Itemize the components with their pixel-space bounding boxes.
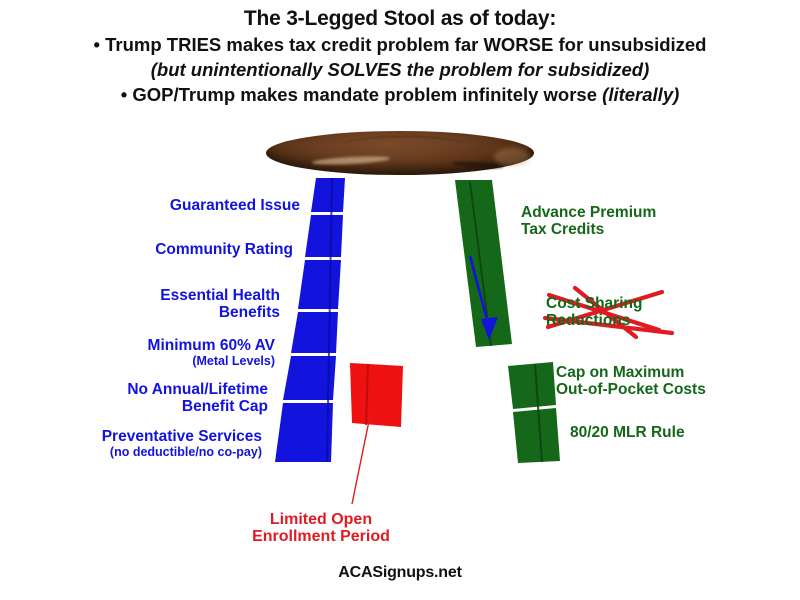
- blue-leg-segment-2: [305, 215, 343, 257]
- blue-label-community-rating: Community Rating: [0, 241, 293, 258]
- green-leg-upper-crease: [469, 181, 492, 347]
- red-leg-stub-crease: [365, 363, 369, 426]
- blue-label-preventative-services: Preventative Services (no deductible/no …: [0, 428, 262, 460]
- red-leg-stub: [350, 363, 403, 505]
- blue-label-preventative-services-text: Preventative Services: [101, 428, 262, 445]
- blue-leg-crease: [326, 177, 333, 463]
- green-label-cap-on-maximum-oop-line1: Cap on Maximum: [556, 364, 685, 381]
- green-leg-upper: [455, 180, 512, 347]
- green-leg-upper-body: [455, 180, 512, 347]
- blue-label-guaranteed-issue: Guaranteed Issue: [0, 197, 300, 214]
- blue-leg-segment-3: [298, 260, 341, 309]
- green-label-cap-on-maximum-oop: Cap on Maximum Out-of-Pocket Costs: [556, 364, 706, 398]
- header-bullet-2-text: • GOP/Trump makes mandate problem infini…: [120, 84, 603, 105]
- stool-seat-highlight: [311, 154, 391, 167]
- blue-label-essential-health-benefits-line2: Benefits: [218, 304, 280, 321]
- green-leg-lower-segment-1: [508, 362, 556, 409]
- green-leg-lower-crease: [534, 363, 543, 463]
- stool-seat-grain: [344, 136, 464, 153]
- green-label-mlr-rule: 80/20 MLR Rule: [570, 424, 685, 441]
- green-label-cost-sharing-reductions: Cost Sharing Reductions: [546, 295, 642, 329]
- blue-leg: [275, 177, 345, 463]
- red-label-limited-open-enrollment-line2: Enrollment Period: [252, 528, 390, 545]
- stool-seat-edge-glow: [494, 148, 530, 166]
- blue-label-guaranteed-issue-text: Guaranteed Issue: [169, 197, 300, 214]
- green-leg-lower-fragment: [508, 362, 560, 463]
- green-label-cost-sharing-reductions-line2: Reductions: [546, 312, 631, 329]
- blue-label-preventative-services-sub: (no deductible/no co-pay): [109, 445, 262, 459]
- blue-label-minimum-av-sub: (Metal Levels): [192, 354, 275, 368]
- blue-label-no-benefit-cap-line2: Benefit Cap: [181, 398, 268, 415]
- green-leg-lower-segment-2: [513, 408, 560, 463]
- header-bullet-1-sub: (but unintentionally SOLVES the problem …: [150, 59, 650, 80]
- blue-leg-segment-4: [291, 312, 338, 353]
- header-bullet-2-italic: (literally): [602, 84, 680, 105]
- downward-arrow-icon: [468, 255, 498, 340]
- green-label-advance-premium-tax-credits: Advance Premium Tax Credits: [521, 204, 656, 238]
- header-block: The 3-Legged Stool as of today: • Trump …: [0, 6, 800, 107]
- red-leg-pointer-line: [351, 410, 372, 505]
- stool-seat: [266, 131, 534, 185]
- header-bullet-1: • Trump TRIES makes tax credit problem f…: [93, 34, 707, 55]
- red-label-limited-open-enrollment-line1: Limited Open: [269, 511, 373, 528]
- green-label-cap-on-maximum-oop-line2: Out-of-Pocket Costs: [556, 381, 706, 398]
- blue-label-community-rating-text: Community Rating: [155, 241, 293, 258]
- red-leg-stub-body: [350, 363, 403, 427]
- green-label-cost-sharing-reductions-line1: Cost Sharing: [546, 295, 643, 312]
- header-bullet-2: • GOP/Trump makes mandate problem infini…: [0, 82, 800, 107]
- blue-leg-segment-6: [275, 403, 333, 462]
- blue-label-minimum-av: Minimum 60% AV (Metal Levels): [0, 337, 275, 369]
- blue-label-essential-health-benefits: Essential Health Benefits: [0, 287, 280, 321]
- blue-label-minimum-av-text: Minimum 60% AV: [147, 337, 275, 354]
- footer-site-credit: ACASignups.net: [338, 564, 462, 581]
- stool-seat-top: [266, 131, 534, 175]
- green-label-advance-premium-tax-credits-line1: Advance Premium: [521, 204, 657, 221]
- green-label-mlr-rule-text: 80/20 MLR Rule: [570, 424, 685, 441]
- green-label-advance-premium-tax-credits-line2: Tax Credits: [521, 221, 605, 238]
- blue-label-no-benefit-cap-line1: No Annual/Lifetime: [127, 381, 268, 398]
- blue-label-no-benefit-cap: No Annual/Lifetime Benefit Cap: [0, 381, 268, 415]
- blue-leg-segment-5: [283, 356, 336, 400]
- red-label-limited-open-enrollment: Limited Open Enrollment Period: [216, 511, 426, 545]
- blue-label-essential-health-benefits-line1: Essential Health: [160, 287, 280, 304]
- page-title: The 3-Legged Stool as of today:: [243, 7, 557, 30]
